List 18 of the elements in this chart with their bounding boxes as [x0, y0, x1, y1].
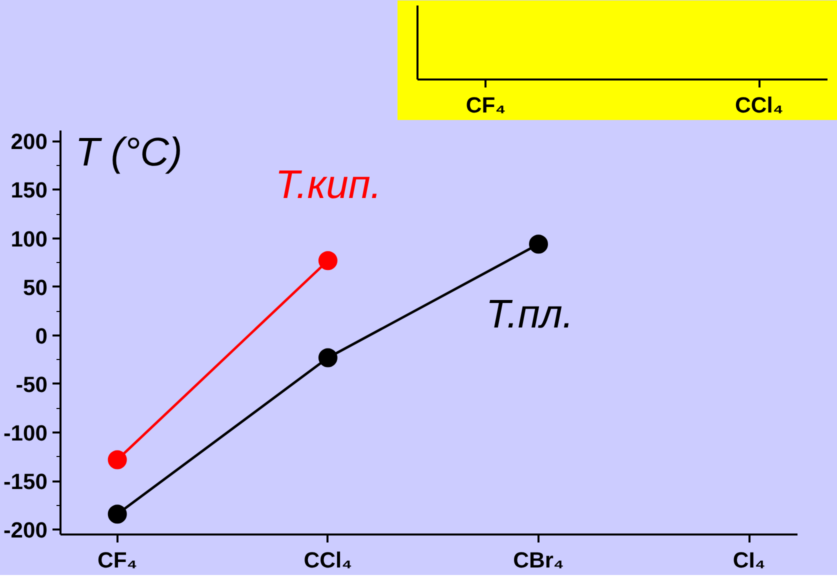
category-label: CF₄: [466, 92, 506, 118]
series-label: Т.кип.: [275, 163, 382, 208]
x-tick-label: CF₄: [97, 548, 138, 572]
y-tick-label: 0: [35, 323, 48, 348]
y-tick-label: 200: [10, 129, 48, 154]
y-tick-label: 100: [10, 226, 48, 252]
y-axis-title: T (°C): [75, 130, 182, 174]
y-tick-label: -200: [3, 518, 48, 543]
series-label: Т.пл.: [486, 292, 574, 336]
x-tick-label: CBr₄: [513, 548, 564, 572]
y-tick-label: -100: [3, 420, 48, 446]
x-tick-label: CCl₄: [304, 548, 352, 572]
y-tick-label: -150: [3, 469, 48, 494]
category-label: CCl₄: [734, 92, 784, 118]
y-tick-label: 150: [10, 178, 48, 203]
x-tick-label: CI₄: [732, 548, 766, 572]
y-tick-label: -50: [16, 372, 48, 397]
y-tick-label: 50: [23, 274, 48, 300]
